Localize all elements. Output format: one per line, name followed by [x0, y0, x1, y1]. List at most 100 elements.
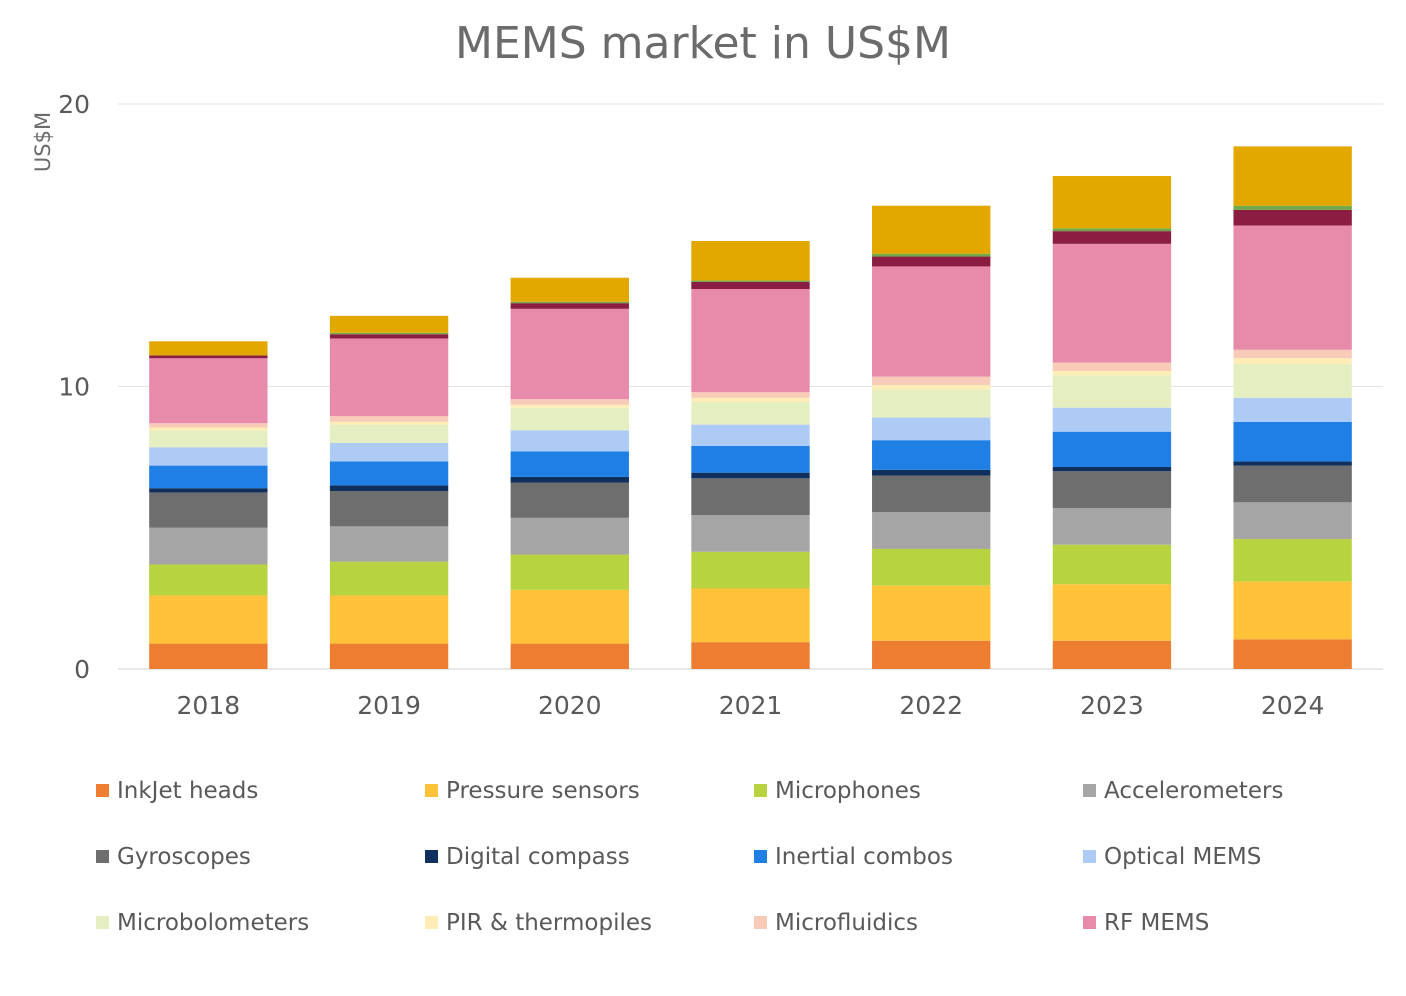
bar-segment [691, 515, 810, 552]
chart-title: MEMS market in US$M [455, 18, 951, 69]
bar-segment [872, 385, 991, 390]
bar-segment [872, 389, 991, 418]
legend-item: Digital compass [425, 844, 630, 870]
bar-segment [1052, 544, 1172, 585]
x-tick-label: 2023 [1080, 691, 1144, 720]
bar-segment [1233, 502, 1352, 540]
bar-segment [872, 512, 991, 549]
bar-segment [1233, 639, 1352, 669]
bar-segment [1233, 349, 1352, 359]
legend-label: RF MEMS [1104, 910, 1210, 936]
bar-segment [872, 585, 991, 641]
legend-item: Inertial combos [754, 844, 953, 870]
legend-swatch [425, 784, 438, 797]
bar-segment [510, 308, 629, 400]
bar-segment [1052, 231, 1172, 244]
legend-swatch [754, 784, 767, 797]
bar-segment [510, 277, 629, 302]
bar-segment [872, 475, 991, 513]
bar-segment [1052, 375, 1172, 408]
legend-item: InkJet heads [96, 778, 258, 804]
bar-segment [149, 427, 268, 431]
bar-segment [149, 564, 268, 596]
bar-segment [329, 485, 449, 492]
bar-segment [329, 461, 449, 486]
legend-swatch [425, 850, 438, 863]
bar-segment [1052, 640, 1172, 669]
y-tick-label: 0 [74, 655, 90, 684]
bar-segment [149, 465, 268, 489]
legend-label: Microphones [775, 778, 921, 804]
bar-segment [149, 643, 268, 669]
bar-segment [329, 561, 449, 596]
bar-segment [691, 445, 810, 473]
bar-segment [149, 492, 268, 528]
bar-segment [510, 589, 629, 644]
bar-segment [1233, 581, 1352, 640]
bar-segment [1052, 228, 1172, 232]
bar-segment [691, 424, 810, 446]
legend-swatch [96, 916, 109, 929]
bar-segment [872, 548, 991, 586]
bar-segment [691, 551, 810, 589]
bar-segment [1052, 407, 1172, 432]
bar-segment [1233, 225, 1352, 350]
bar-segment [510, 482, 629, 518]
bar-segment [149, 423, 268, 428]
bar-segment [510, 430, 629, 452]
bar-segment [329, 424, 449, 443]
legend-item: Microfluidics [754, 910, 918, 936]
bar-segment [329, 526, 449, 562]
x-tick-label: 2019 [357, 691, 421, 720]
legend-item: Pressure sensors [425, 778, 640, 804]
legend-swatch [425, 916, 438, 929]
bar-segment [1052, 176, 1172, 229]
bar-segment [872, 417, 991, 441]
legend-label: Microbolometers [117, 910, 310, 936]
bar-segment [872, 440, 991, 470]
bar-segment [691, 289, 810, 393]
bar-segment [872, 205, 991, 254]
bar-segment [872, 376, 991, 386]
bar-segment [691, 588, 810, 643]
bar-segment [1052, 471, 1172, 508]
bar-segment [1052, 370, 1172, 376]
bar-segment [510, 517, 629, 555]
bar-segment [691, 241, 810, 281]
legend-item: RF MEMS [1083, 910, 1209, 936]
bar-segment [872, 640, 991, 669]
bar-segment [872, 256, 991, 267]
bar-segment [329, 443, 449, 462]
bar-segment [1052, 243, 1172, 363]
legend-label: Microfluidics [775, 910, 918, 936]
legend-swatch [1083, 850, 1096, 863]
bar-segment [149, 488, 268, 493]
legend-label: Accelerometers [1104, 778, 1284, 804]
bar-segment [1233, 209, 1352, 226]
bar-segment [329, 416, 449, 422]
legend-label: Inertial combos [775, 844, 953, 870]
bar-segment [329, 643, 449, 669]
bar-segment [510, 407, 629, 431]
legend-swatch [96, 850, 109, 863]
bar-segment [329, 338, 449, 417]
bar-segment [872, 253, 991, 257]
legend-item: Optical MEMS [1083, 844, 1261, 870]
bar-segment [329, 332, 449, 335]
bar-segment [1233, 205, 1352, 210]
legend-item: Accelerometers [1083, 778, 1284, 804]
bar-segment [1052, 467, 1172, 472]
bar-segment [872, 266, 991, 377]
bar-segment [149, 595, 268, 644]
bar-segment [510, 303, 629, 309]
legend-label: Pressure sensors [446, 778, 640, 804]
legend-label: Optical MEMS [1104, 844, 1262, 870]
legend-label: Digital compass [446, 844, 630, 870]
bar-segment [510, 451, 629, 477]
x-tick-label: 2024 [1261, 691, 1325, 720]
bar-segment [149, 447, 268, 466]
bar-segment [329, 421, 449, 425]
bar-segment [329, 315, 449, 333]
bar-segment [510, 643, 629, 669]
bar-segment [149, 527, 268, 565]
